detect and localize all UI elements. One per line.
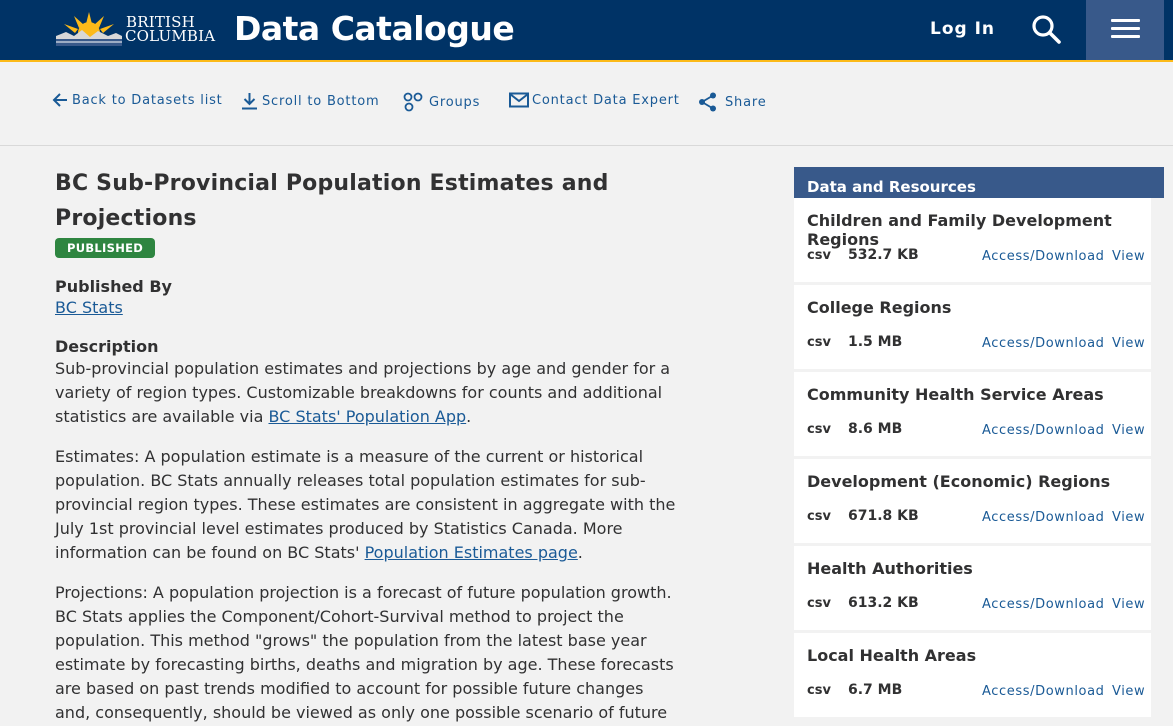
resource-title[interactable]: Health Authorities [807,559,973,578]
resource-size: 1.5 MB [848,334,903,350]
share-icon [699,92,716,112]
resource-card[interactable]: Local Health Areas csv 6.7 MB Access/Dow… [794,633,1151,717]
groups-link[interactable]: Groups [403,92,480,112]
logo-line-2: COLUMBIA [125,27,216,45]
resource-size: 8.6 MB [848,421,903,437]
back-to-datasets-link[interactable]: Back to Datasets list [52,92,223,108]
access-download-link[interactable]: Access/Download [982,597,1105,612]
resource-format: csv [807,335,831,350]
view-link[interactable]: View [1112,423,1146,438]
access-download-link[interactable]: Access/Download [982,249,1105,264]
search-icon [1032,15,1061,44]
access-download-link[interactable]: Access/Download [982,684,1105,699]
description-label: Description [55,337,159,356]
desc2-text: Estimates: A population estimate is a me… [55,447,676,562]
publisher-link[interactable]: BC Stats [55,298,123,317]
view-link[interactable]: View [1112,510,1146,525]
groups-icon [403,92,423,112]
search-button[interactable] [1030,13,1064,47]
download-arrow-icon [242,93,257,110]
resource-format: csv [807,596,831,611]
dataset-toolbar: Back to Datasets list Scroll to Bottom G… [0,64,1173,146]
hamburger-icon [1111,19,1140,22]
resource-title[interactable]: Development (Economic) Regions [807,472,1111,491]
arrow-left-icon [52,93,67,107]
resource-card[interactable]: Development (Economic) Regions csv 671.8… [794,459,1151,543]
desc1-text: Sub-provincial population estimates and … [55,359,671,426]
resource-card[interactable]: College Regions csv 1.5 MB Access/Downlo… [794,285,1151,369]
view-link[interactable]: View [1112,249,1146,264]
menu-button[interactable] [1086,0,1164,60]
resource-size: 613.2 KB [848,595,919,611]
bc-logo[interactable]: BRITISH COLUMBIA [56,8,215,50]
resource-format: csv [807,248,831,263]
resource-title[interactable]: College Regions [807,298,952,317]
access-download-link[interactable]: Access/Download [982,510,1105,525]
view-link[interactable]: View [1112,336,1146,351]
resource-card[interactable]: Community Health Service Areas csv 8.6 M… [794,372,1151,456]
resources-sidebar: Data and Resources Children and Family D… [794,167,1164,726]
hamburger-icon-bar [1111,35,1140,38]
resource-title[interactable]: Community Health Service Areas [807,385,1104,404]
resource-size: 532.7 KB [848,247,919,263]
contact-label: Contact Data Expert [532,92,680,108]
access-download-link[interactable]: Access/Download [982,423,1105,438]
dataset-title: BC Sub-Provincial Population Estimates a… [55,166,680,236]
view-link[interactable]: View [1112,684,1146,699]
resource-card[interactable]: Children and Family Development Regions … [794,198,1151,282]
dataset-title-line-1: BC Sub-Provincial Population Estimates a… [55,171,609,196]
population-app-link[interactable]: BC Stats' Population App [268,407,467,426]
share-link[interactable]: Share [698,92,767,112]
view-link[interactable]: View [1112,597,1146,612]
description-paragraph-2: Estimates: A population estimate is a me… [55,445,680,565]
population-estimates-link[interactable]: Population Estimates page [364,543,578,562]
back-label: Back to Datasets list [72,92,223,108]
scroll-label: Scroll to Bottom [262,93,380,109]
resource-title[interactable]: Children and Family Development Regions [807,211,1112,249]
dataset-title-line-2: Projections [55,206,197,231]
description-paragraph-1: Sub-provincial population estimates and … [55,357,680,429]
resource-format: csv [807,683,831,698]
published-by-label: Published By [55,277,172,296]
mail-icon [509,92,529,108]
resource-size: 671.8 KB [848,508,919,524]
resource-title[interactable]: Local Health Areas [807,646,977,665]
groups-label: Groups [429,94,481,110]
access-download-link[interactable]: Access/Download [982,336,1105,351]
desc2-end: . [577,543,583,562]
desc1-end: . [466,407,472,426]
hamburger-icon-bar [1111,27,1140,30]
resource-format: csv [807,422,831,437]
site-header: BRITISH COLUMBIA Data Catalogue Log In [0,0,1173,62]
site-title[interactable]: Data Catalogue [234,9,515,48]
resources-heading: Data and Resources [794,167,1164,198]
login-link[interactable]: Log In [930,19,996,39]
logo-line-1: BRITISH [126,13,195,31]
contact-data-expert-link[interactable]: Contact Data Expert [509,92,680,108]
resource-card[interactable]: Health Authorities csv 613.2 KB Access/D… [794,546,1151,630]
scroll-to-bottom-link[interactable]: Scroll to Bottom [241,92,379,110]
status-badge: PUBLISHED [55,238,156,258]
logo-text: BRITISH COLUMBIA [125,13,216,45]
resource-size: 6.7 MB [848,682,903,698]
sun-mountain-logo-icon [56,12,122,46]
dataset-main: BC Sub-Provincial Population Estimates a… [55,166,680,726]
share-label: Share [725,94,767,110]
resource-format: csv [807,509,831,524]
description-paragraph-3: Projections: A population projection is … [55,583,674,722]
